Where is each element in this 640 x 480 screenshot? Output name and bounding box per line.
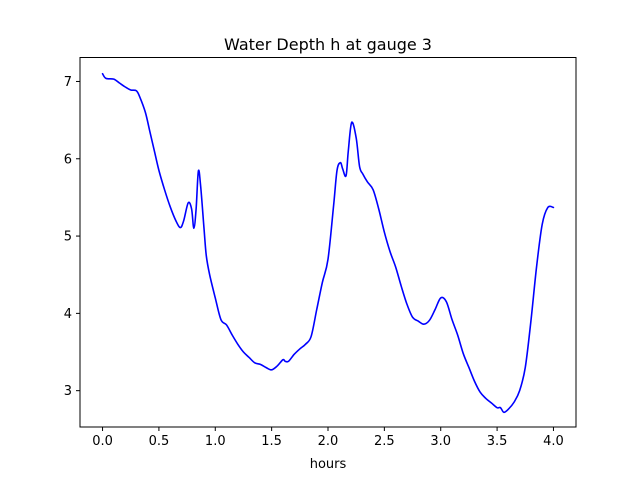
x-tick-label: 1.0 xyxy=(205,434,226,449)
y-tick-label: 3 xyxy=(64,384,72,399)
y-tick-label: 7 xyxy=(64,75,72,90)
series-line xyxy=(101,72,555,414)
x-tick-label: 3.0 xyxy=(430,434,451,449)
x-tick-label: 1.5 xyxy=(261,434,282,449)
x-tick-label: 3.5 xyxy=(487,434,508,449)
plot-area xyxy=(101,72,555,414)
y-tick-label: 6 xyxy=(64,152,72,167)
x-tick-label: 4.0 xyxy=(543,434,564,449)
y-tick-label: 5 xyxy=(64,230,72,245)
y-tick-label: 4 xyxy=(64,307,72,322)
y-axis-ticks: 3 4 5 6 7 xyxy=(64,75,80,399)
x-tick-label: 0.0 xyxy=(92,434,113,449)
plot-frame xyxy=(79,57,577,428)
x-tick-label: 0.5 xyxy=(149,434,170,449)
x-axis-ticks: 0.0 0.5 1.0 1.5 2.0 2.5 3.0 3.5 4.0 xyxy=(92,427,564,449)
x-axis-label: hours xyxy=(310,457,347,472)
chart-title: Water Depth h at gauge 3 xyxy=(224,35,432,54)
x-tick-label: 2.0 xyxy=(318,434,339,449)
x-tick-label: 2.5 xyxy=(374,434,395,449)
